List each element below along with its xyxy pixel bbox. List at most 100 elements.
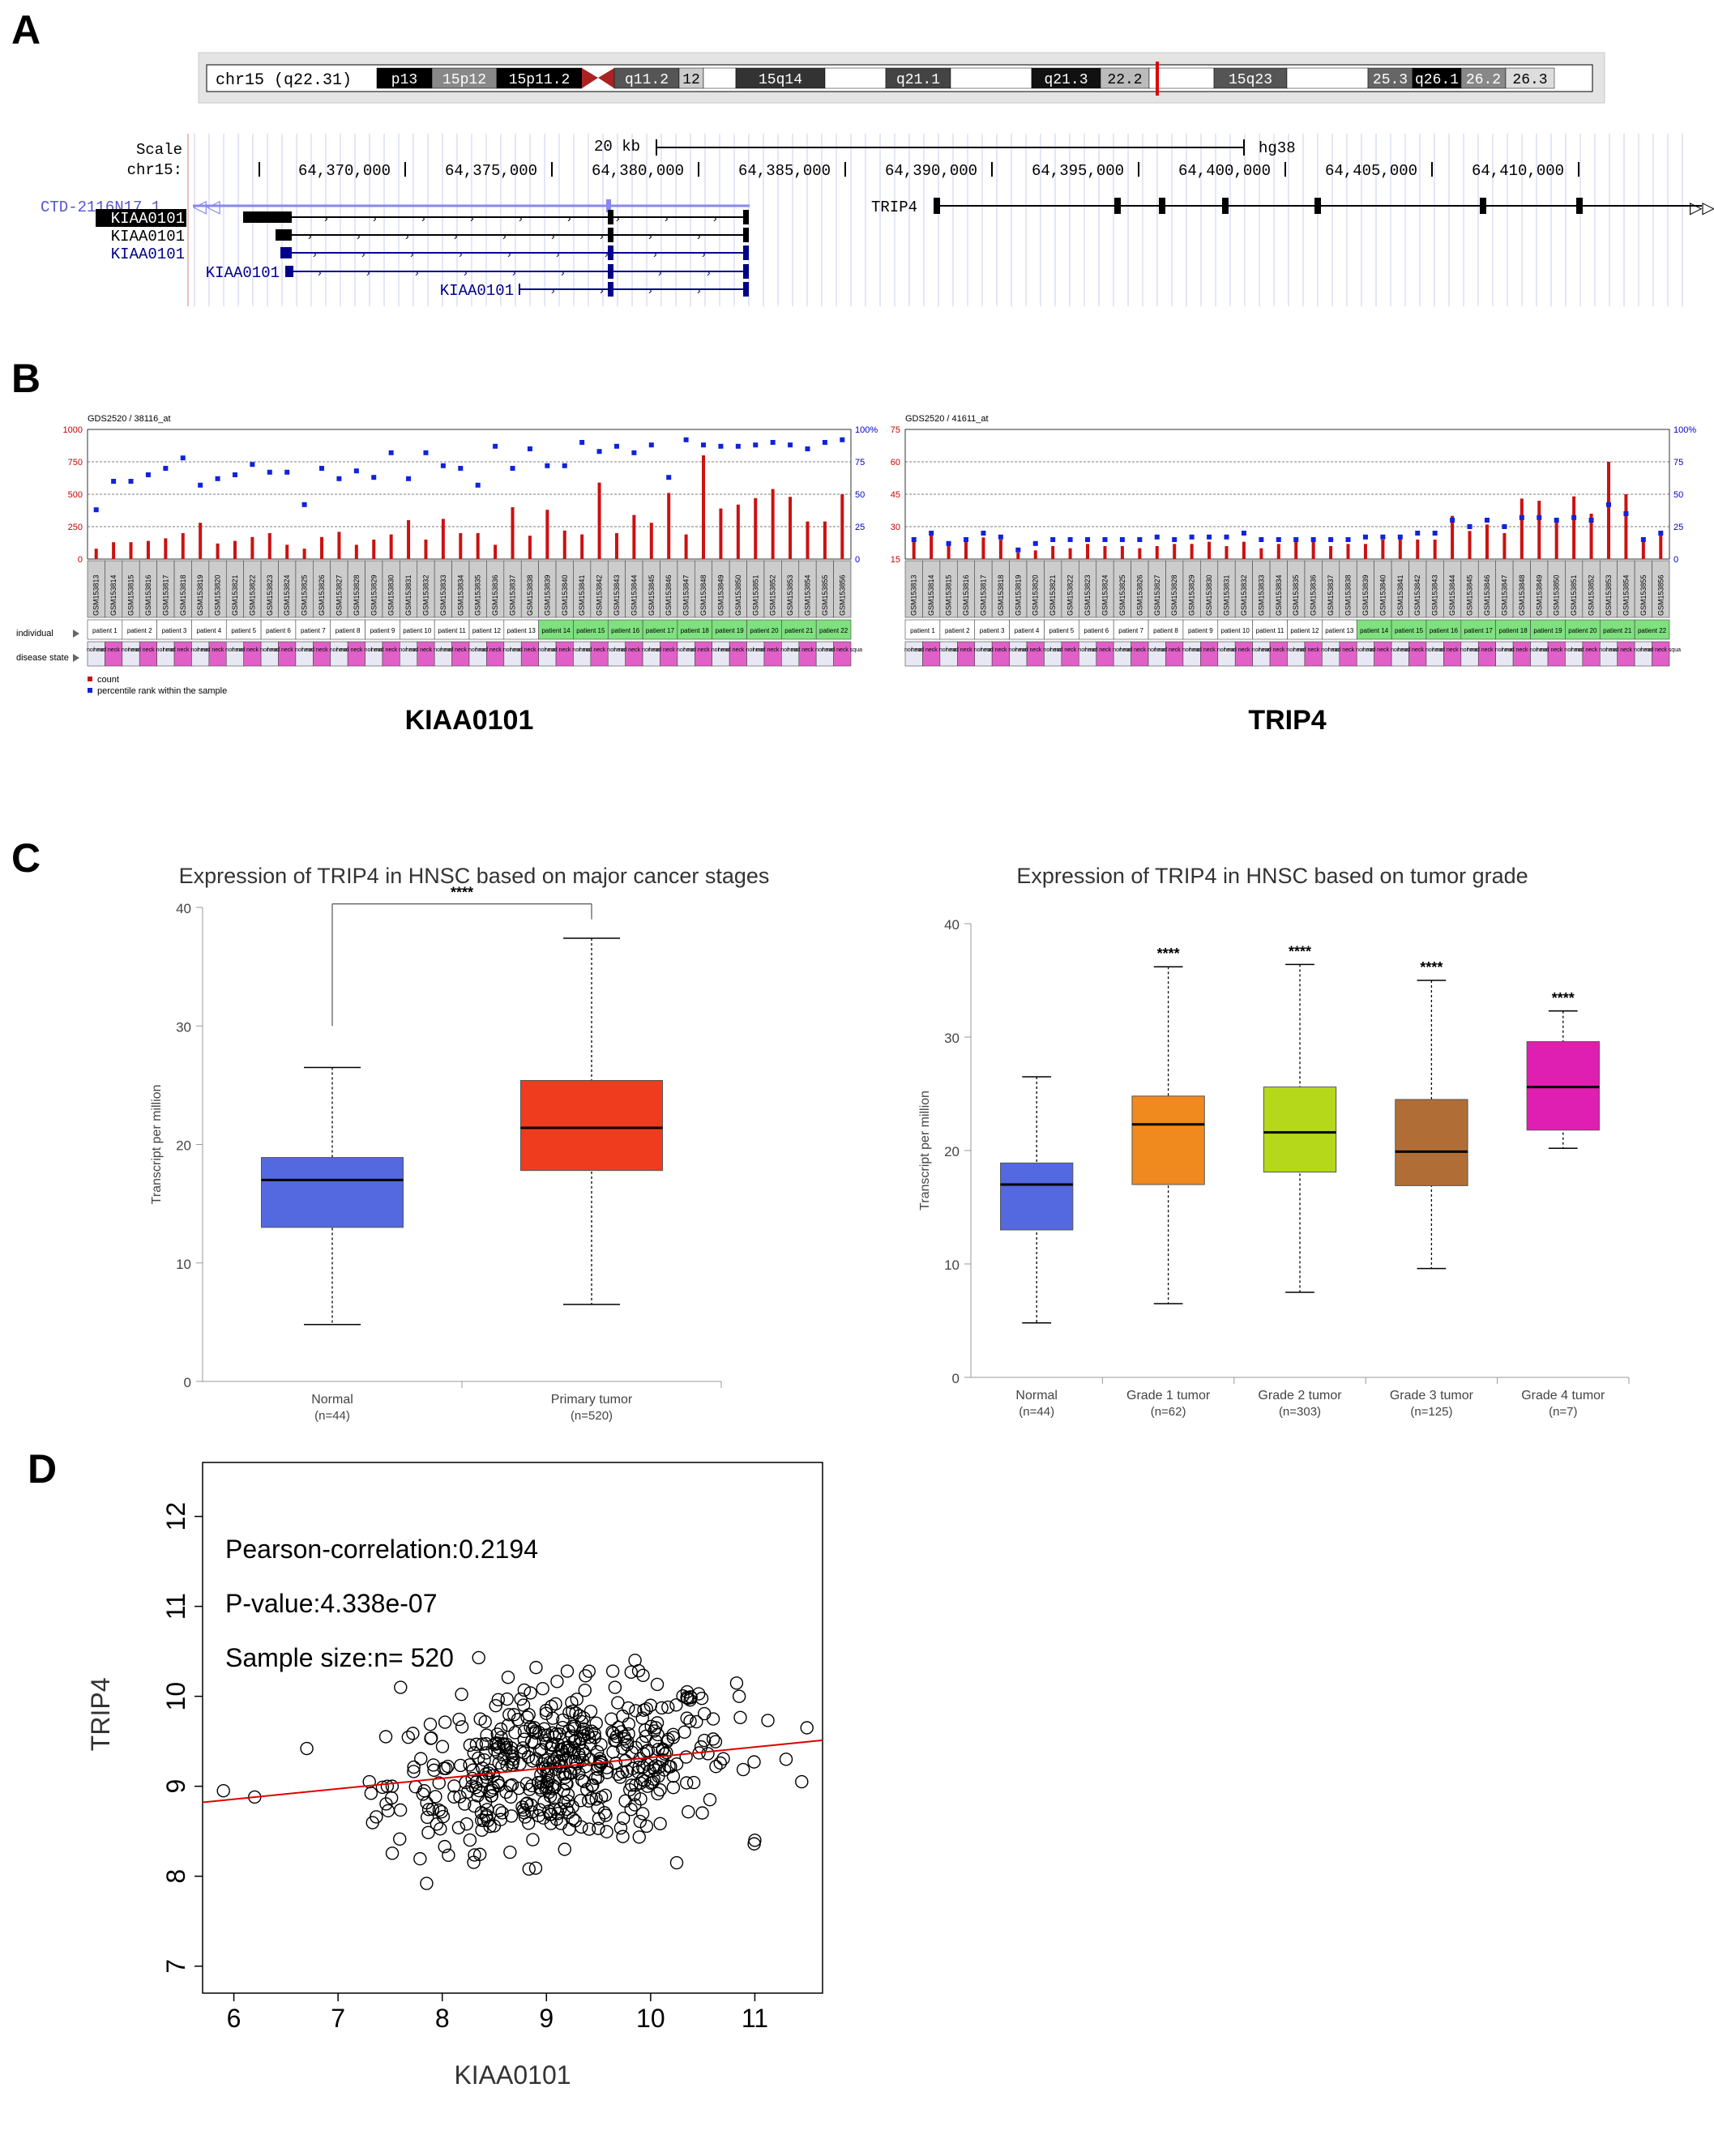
scatter-point [380,1779,395,1793]
kiaa-disease-cell-text: nor mal [330,647,349,653]
stage-significance: **** [451,885,473,901]
trip4-disease-cell [1269,641,1288,667]
trip4-count-bar [1363,544,1367,559]
scatter-point [582,1794,596,1808]
trip4-rank-point [1241,531,1246,536]
kiaa-count-bar [476,533,480,559]
kiaa-disease-cell [417,641,435,667]
scatter-point [475,1823,489,1838]
scatter-point [472,1650,485,1665]
kiaa-disease-cell-text: head neck squa [648,647,689,653]
kiaa-disease-cell-text: nor mal [815,647,835,653]
scatter-point [579,1669,592,1683]
gene-kiaa-strand-arrow: › [276,211,280,224]
trip4-rank-point [964,537,969,542]
trip4-disease-cell-text: nor mal [1113,647,1132,653]
trip4-count-bar [1155,546,1159,559]
trip4-disease-cell [1460,641,1479,667]
trip4-left-tick: 75 [891,425,900,435]
kiaa-disease-cell-text: nor mal [468,647,488,653]
scatter-point [697,1733,712,1748]
scatter-point [516,1741,530,1755]
trip4-disease-cell [1512,641,1531,667]
trip4-sample-label: GSM153853 [1605,574,1613,616]
kiaa-count-bar [545,510,549,559]
trip4-count-bar [1311,541,1315,559]
kiaa-count-bar [754,497,758,559]
legend-count-swatch [88,677,92,681]
scatter-point [582,1664,596,1678]
stage-group-label: Primary tumor [551,1393,633,1407]
scatter-point [611,1696,625,1710]
gene-kiaa-strand-arrow: › [512,266,516,279]
scatter-point [463,1833,477,1847]
scatter-point [561,1787,575,1802]
kiaa-sample-label: GSM153843 [613,574,621,616]
trip4-rank-point [1450,518,1455,523]
trip4-rank-point [1415,531,1421,536]
gene-kiaa-strand-arrow: › [551,229,555,242]
expression-profile-panel: individual disease state GDS2520 / 38116_a… [16,414,1696,736]
scatter-point [426,1758,440,1772]
scatter-point [438,1839,451,1854]
scatter-point [583,1704,598,1718]
stage-title: Expression of TRIP4 in HNSC based on maj… [179,864,770,888]
scatter-point [432,1803,447,1817]
scatter-point [613,1770,627,1784]
scatter-point [578,1683,592,1697]
scatter-point [680,1776,694,1790]
kiaa-count-bar [216,543,220,559]
trip4-disease-cell-text: nor mal [1564,647,1584,653]
kiaa-rank-point [822,440,827,445]
kiaa-sample-label: GSM153832 [421,574,430,616]
scatter-point [469,1737,484,1752]
trip4-sample-cell [1652,560,1670,618]
gene-kiaa-strand-arrow: › [567,211,571,224]
scatter-point [653,1782,667,1797]
scatter-point [525,1778,539,1793]
trip4-count-bar [1520,498,1524,559]
kiaa-disease-cell [347,641,365,667]
gene-kiaa-strand-arrow: › [361,247,365,260]
gene-kiaa-strand-arrow: › [556,247,560,260]
scatter-point [522,1708,536,1722]
scatter-point [761,1714,775,1727]
kiaa-disease-cell [295,641,314,667]
kiaa-individual-cell [677,619,713,640]
trip4-sample-label: GSM153841 [1396,574,1404,616]
gene-kiaa-exon [608,245,613,260]
kiaa-disease-cell [573,641,592,667]
scatter-point [539,1706,554,1720]
trip4-individual-cell [939,619,976,640]
scatter-point [517,1724,532,1739]
gene-kiaa-strand-arrow: › [609,266,613,279]
trip4-count-bar [1276,544,1280,559]
scatter-point [582,1822,596,1836]
grade-significance: **** [1157,946,1180,962]
scatter-point [733,1710,747,1724]
scatter-point [658,1747,672,1761]
scatter-point [691,1687,706,1701]
trip4-individual-cell [1252,619,1288,640]
stage-box [520,1080,663,1172]
trip4-sample-label: GSM153844 [1448,574,1456,616]
trip4-left-tick: 30 [891,523,900,532]
scatter-point [492,1756,506,1770]
row-arrow-disease [73,654,79,662]
kiaa-disease-cell-text: head neck squa [267,647,307,653]
kiaa-sample-label: GSM153847 [682,574,690,616]
trip4-disease-cell-text: head neck squa [1154,647,1195,653]
trip4-count-bar [1468,531,1472,559]
scatter-point [632,1830,646,1844]
kiaa-count-bar [494,544,498,559]
kiaa-disease-cell [105,641,123,667]
gene-kiaa-label: KIAA0101 [111,245,185,263]
panel-c-letter: C [11,835,41,881]
kiaa-sample-label: GSM153816 [144,574,152,616]
kiaa-rank-point [406,476,412,481]
trip4-count-bar [1068,548,1072,559]
scatter-point [732,1689,746,1703]
gene-kiaa-strand-arrow: › [561,266,565,279]
scatter-point [686,1775,701,1790]
scatter-point [438,1715,452,1729]
